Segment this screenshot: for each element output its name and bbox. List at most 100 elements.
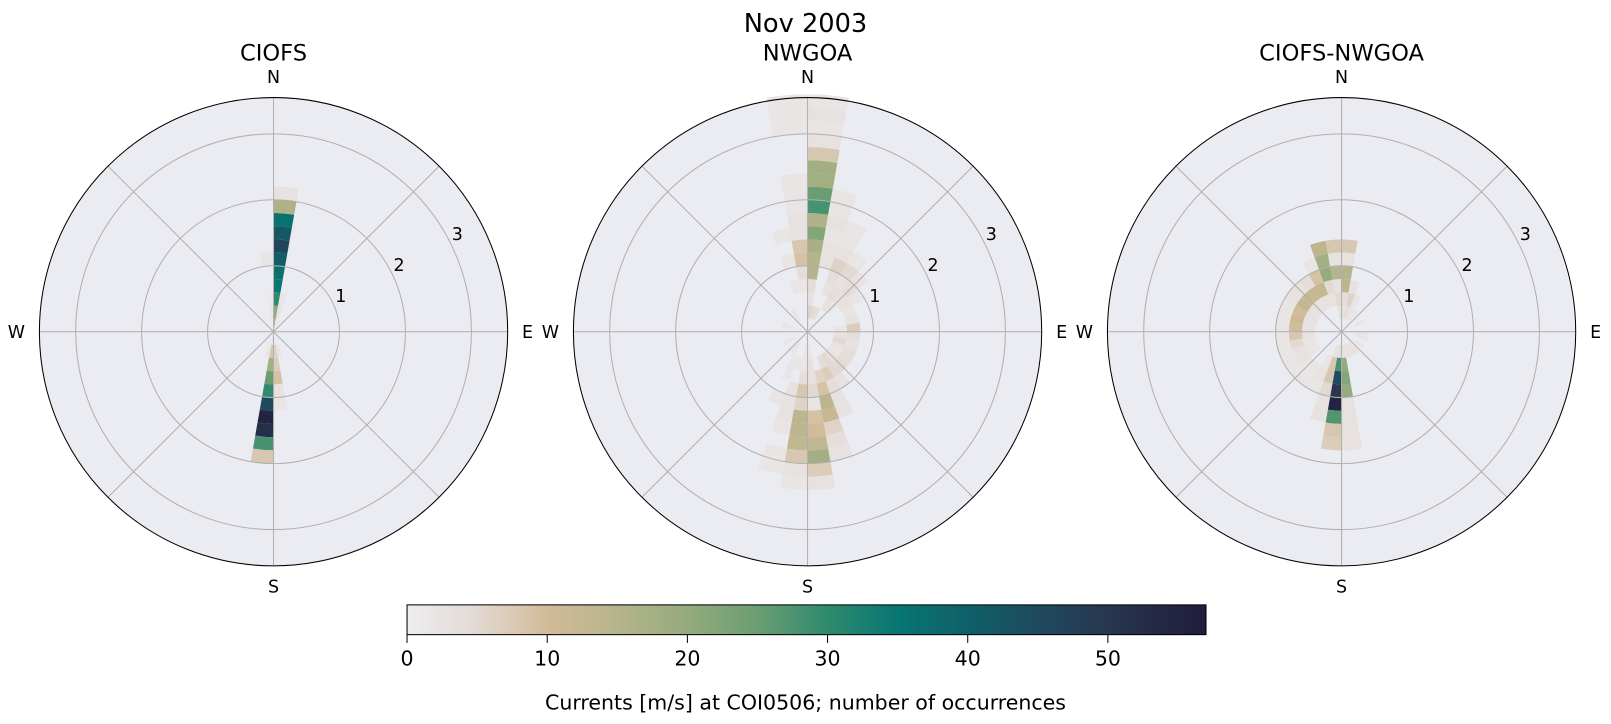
histogram-cell [781, 365, 795, 382]
histogram-cell [1284, 358, 1302, 375]
histogram-cell [252, 435, 274, 451]
histogram-cell [798, 278, 808, 293]
histogram-cell [837, 297, 854, 312]
histogram-cell [1316, 297, 1329, 312]
histogram-cell [264, 344, 272, 358]
histogram-cell [1341, 357, 1349, 372]
histogram-cell [1319, 266, 1333, 283]
histogram-cell [834, 244, 854, 264]
histogram-cell [807, 94, 849, 111]
histogram-cell [1275, 331, 1290, 344]
histogram-cell [846, 322, 861, 332]
histogram-cell [1332, 278, 1342, 293]
histogram-cell [1304, 340, 1319, 352]
histogram-cell [1351, 338, 1365, 349]
histogram-cell [259, 396, 274, 411]
histogram-cell [830, 340, 845, 352]
histogram-cell [1323, 279, 1335, 295]
histogram-cell [833, 372, 850, 389]
histogram-cell [844, 313, 860, 325]
histogram-cell [1301, 257, 1320, 275]
polar-plot-nwgoa: 1 2 3 N S E W NWGOA [542, 41, 1067, 598]
histogram-cell [273, 319, 281, 332]
colorbar-ticks: 0 10 20 30 40 50 [401, 634, 1121, 670]
colorbar-tick-label: 40 [955, 646, 981, 670]
histogram-cell [1334, 292, 1342, 306]
histogram-cell [1325, 409, 1342, 425]
histogram-cell [807, 448, 831, 464]
colorbar-label: Currents [m/s] at COI0506; number of occ… [545, 691, 1066, 715]
angular-gridline [1175, 165, 1342, 333]
histogram-cell [1327, 252, 1342, 267]
histogram-cell [1330, 383, 1342, 398]
histogram-cell [255, 422, 274, 438]
histogram-cell [273, 239, 290, 254]
histogram-cell [271, 331, 274, 345]
histogram-cell [1291, 305, 1308, 319]
histogram-cell [1341, 252, 1356, 267]
angular-gridline [807, 165, 974, 333]
histogram-cell [1341, 370, 1351, 385]
histogram-cell [834, 400, 854, 419]
histogram-cell [1348, 341, 1359, 355]
histogram-cell [791, 239, 808, 254]
histogram-cell [1343, 344, 1351, 358]
histogram-cell [1323, 422, 1342, 438]
compass-label-e: E [522, 323, 533, 343]
histogram-cell [275, 305, 283, 320]
histogram-cell [833, 324, 848, 332]
histogram-cell [807, 396, 822, 411]
compass-label-s: S [1336, 578, 1347, 598]
histogram-cell [847, 289, 865, 306]
histogram-cell [807, 370, 817, 385]
histogram-cell [782, 336, 797, 345]
radial-tick-label: 3 [986, 225, 997, 245]
compass-label-n: N [267, 68, 280, 88]
angular-gridline [1341, 331, 1508, 498]
histogram-cell [790, 308, 801, 322]
angular-gridline [1175, 331, 1342, 498]
colorbar-tick-label: 50 [1095, 646, 1121, 670]
histogram-cell [273, 318, 276, 332]
histogram-cell [1330, 265, 1342, 280]
histogram-cell [780, 474, 808, 490]
histogram-cell [843, 220, 867, 241]
histogram-cell [782, 186, 808, 202]
histogram-cell [257, 409, 274, 425]
histogram-cell [821, 406, 840, 423]
angular-gridline [273, 331, 440, 498]
histogram-cell [1288, 322, 1303, 332]
histogram-cell [802, 344, 808, 359]
histogram-cell [1334, 357, 1342, 372]
histogram-cell [782, 461, 808, 477]
histogram-cell [1321, 294, 1333, 309]
histogram-cell [1307, 286, 1322, 302]
histogram-cell [1299, 372, 1316, 389]
angular-gridline [641, 331, 808, 498]
radial-tick-label: 2 [928, 256, 939, 276]
histogram-cell [1348, 308, 1359, 322]
polar-frame [1106, 97, 1577, 567]
histogram-cell [816, 354, 828, 369]
subplot-title: NWGOA [763, 41, 853, 67]
histogram-cell [786, 212, 808, 228]
histogram-cell [266, 357, 274, 372]
histogram-cell [273, 383, 285, 398]
histogram-cell [1341, 409, 1358, 425]
radial-tick-label: 2 [394, 256, 405, 276]
histogram-cell [784, 448, 808, 464]
histogram-cell [798, 370, 808, 385]
histogram-cell [1341, 278, 1351, 293]
histogram-cell [794, 356, 803, 371]
compass-label-n: N [1335, 68, 1348, 88]
histogram-cell [1323, 368, 1335, 384]
histogram-cell [807, 226, 826, 241]
histogram-cell [768, 107, 808, 124]
histogram-cell [807, 357, 815, 372]
histogram-cell [771, 227, 792, 245]
histogram-cell [762, 443, 787, 462]
histogram-cell [1308, 377, 1324, 394]
histogram-cell [809, 305, 817, 320]
histogram-cell [821, 365, 834, 382]
polar-plot-ciofs: 1 2 3 N S E W CIOFS [8, 41, 533, 598]
